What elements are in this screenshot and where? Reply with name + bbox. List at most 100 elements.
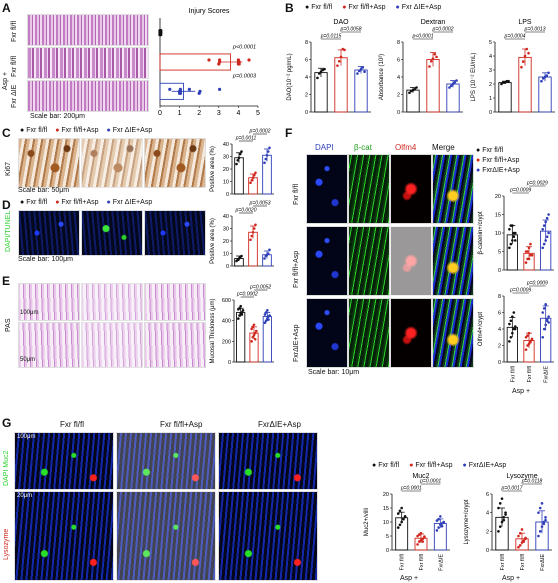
- y-tick-label: 0: [498, 360, 501, 366]
- data-point: [415, 86, 418, 89]
- data-point: [547, 315, 550, 318]
- y-tick-label: 4: [489, 54, 492, 60]
- data-point: [396, 512, 400, 515]
- data-point: [319, 70, 323, 74]
- y-tick-label: 0: [486, 548, 489, 554]
- y-axis-label: Absorbance (10²): [379, 54, 385, 100]
- p-value-label: p=0.0118: [521, 479, 543, 485]
- ihc-image-c1: [18, 138, 80, 188]
- group-label-g2: Asp +: [502, 575, 521, 582]
- data-point: [537, 534, 540, 538]
- he-image-a2: [27, 47, 149, 79]
- y-tick-label: 4: [486, 511, 489, 517]
- data-point: [547, 321, 550, 324]
- data-point: [503, 81, 507, 84]
- y-tick-label: 20: [495, 194, 501, 200]
- data-point: [508, 340, 511, 343]
- data-point: [498, 525, 502, 528]
- y-tick-label: 2: [498, 344, 501, 350]
- data-point: [541, 311, 545, 314]
- y-axis-label: Positive area (%): [210, 218, 216, 264]
- data-point: [542, 327, 546, 331]
- pas-image-e3-top: [144, 283, 206, 321]
- data-point: [440, 524, 444, 528]
- data-point: [187, 87, 191, 91]
- data-point: [421, 540, 425, 543]
- data-point: [502, 518, 506, 522]
- data-point: [435, 55, 438, 59]
- col-label-f-merge: Merge: [432, 143, 455, 152]
- y-axis-label: Muc2+/villi: [364, 508, 370, 536]
- data-point: [540, 79, 543, 83]
- ihc-image-c2: [81, 138, 143, 188]
- y-tick-label: 5: [498, 250, 501, 256]
- data-point: [526, 334, 529, 337]
- row-label-d: DAPI/TUNEL: [5, 210, 12, 252]
- chart-title: Injury Scores: [189, 8, 230, 15]
- data-point: [159, 29, 163, 33]
- data-point: [541, 77, 545, 80]
- if-image-f-r2-merge: [432, 226, 474, 296]
- if-image-g3-bottom: [218, 491, 318, 581]
- legend-d: ● Fxr fl/fl ● Fxr fl/fl+Asp ● Fxr ΔIE+As…: [20, 199, 152, 206]
- legend-c-item-1: ● Fxr fl/fl: [20, 127, 48, 134]
- data-point: [530, 338, 534, 342]
- data-point: [504, 511, 507, 514]
- data-point: [416, 543, 419, 546]
- y-tick-label: 4: [397, 75, 400, 81]
- data-point: [545, 74, 549, 77]
- x-tick-label: Fxr fl/fl: [520, 554, 526, 571]
- if-image-g3-top: [218, 432, 318, 490]
- data-point: [250, 178, 254, 182]
- y-tick-label: 6: [397, 58, 400, 64]
- data-point: [247, 58, 251, 62]
- data-point: [455, 79, 458, 82]
- data-point: [524, 536, 527, 540]
- data-point: [442, 521, 446, 524]
- scale-bar-d: Scale bar: 100μm: [18, 256, 74, 263]
- data-point: [413, 87, 417, 91]
- data-point: [267, 318, 270, 321]
- data-point: [498, 502, 502, 505]
- scale-bar-g-bottom: 20μm: [17, 493, 33, 499]
- y-tick-label: 10: [223, 180, 229, 186]
- data-point: [542, 224, 546, 227]
- chart-a-injury: Injury Scores 0 1 2 3 4 5 p<0.0001 p=0.0003: [158, 8, 260, 117]
- legend-f-item-2: ● Fxr fl/fl+Asp: [476, 157, 520, 164]
- data-point: [521, 60, 525, 63]
- data-point: [238, 306, 241, 310]
- data-point: [529, 242, 532, 246]
- data-point: [543, 75, 547, 79]
- y-tick-label: 5: [386, 534, 389, 540]
- p-value-label: p=0.0058: [340, 27, 362, 33]
- data-point: [544, 220, 547, 224]
- chart-title: Dextran: [421, 19, 446, 26]
- data-point: [251, 325, 255, 329]
- scale-bar-c: Scale bar: 50μm: [18, 187, 70, 194]
- x-tick-label: Fxr fl/fl: [419, 554, 425, 571]
- legend-b-item-2: ● Fxr fl/fl+Asp: [342, 4, 386, 11]
- data-point: [524, 261, 528, 264]
- row-label-c: Ki67: [5, 161, 12, 176]
- data-point: [359, 67, 363, 71]
- p-value-label: p=0.0017: [501, 486, 523, 492]
- data-point: [526, 250, 529, 253]
- data-point: [178, 91, 182, 95]
- data-point: [238, 314, 241, 317]
- data-point: [356, 72, 359, 75]
- chart-title: Lysozyme: [506, 473, 537, 480]
- data-point: [504, 513, 507, 516]
- y-tick-label: 2: [489, 82, 492, 88]
- data-point: [513, 239, 517, 242]
- data-point: [252, 333, 256, 337]
- data-point: [431, 57, 435, 60]
- x-tick-label: Fxr fl/fl: [527, 366, 533, 383]
- data-point: [439, 515, 442, 518]
- x-tick-label: FxrΔIE: [540, 554, 546, 571]
- data-point: [538, 530, 542, 533]
- col-label-f-bcat: β-cat: [354, 143, 372, 152]
- data-point: [437, 517, 440, 521]
- data-point: [545, 317, 549, 321]
- data-point: [527, 331, 531, 335]
- ihc-image-c3: [144, 138, 206, 188]
